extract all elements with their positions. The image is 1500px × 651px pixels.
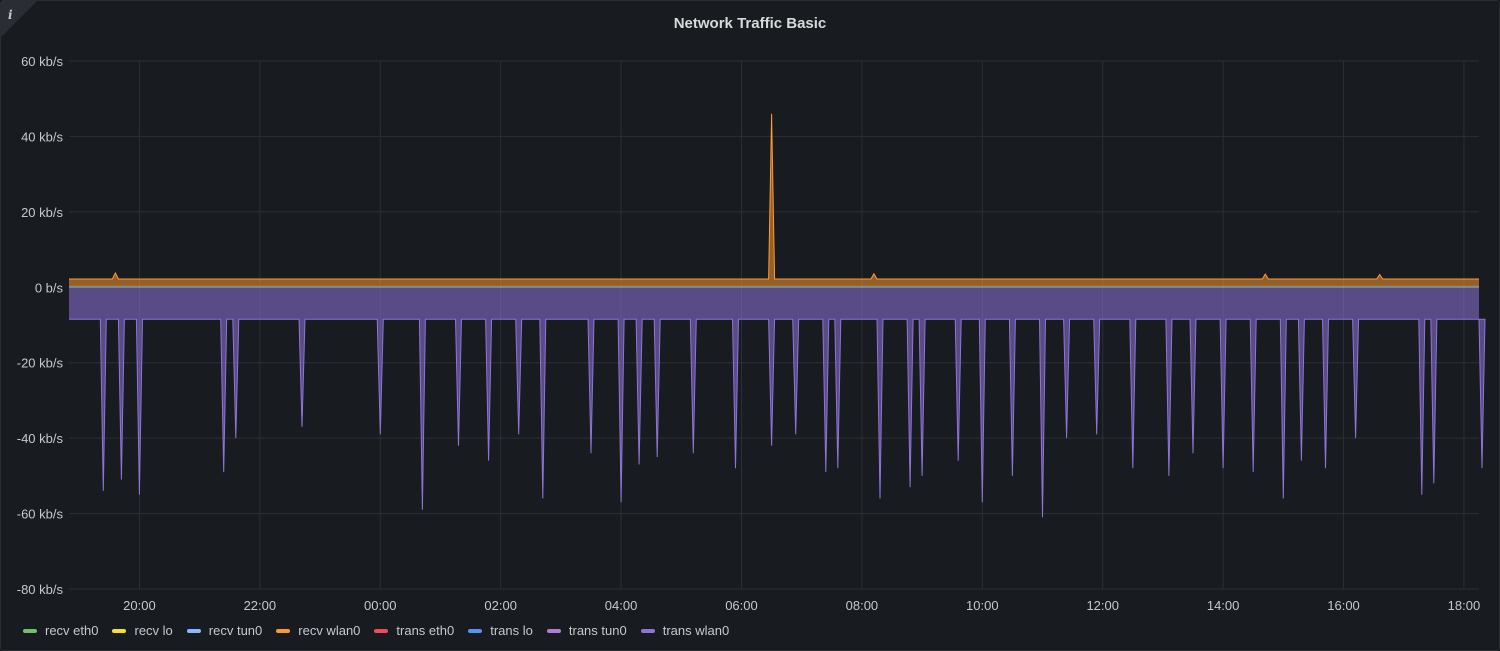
- y-tick-label: 60 kb/s: [21, 54, 63, 69]
- x-tick-label: 16:00: [1327, 598, 1360, 613]
- legend-swatch: [186, 628, 201, 633]
- legend-label: trans lo: [490, 623, 533, 638]
- series-line-trans-wlan0: [69, 318, 1486, 518]
- legend-label: trans wlan0: [662, 623, 730, 638]
- x-tick-label: 14:00: [1207, 598, 1240, 613]
- legend-item-trans-lo[interactable]: trans lo: [468, 623, 533, 638]
- y-tick-label: -80 kb/s: [17, 582, 64, 597]
- legend-item-recv-eth0[interactable]: recv eth0: [23, 623, 98, 638]
- x-tick-label: 08:00: [846, 598, 879, 613]
- series-areas: [69, 113, 1486, 518]
- x-tick-label: 18:00: [1448, 598, 1481, 613]
- legend-label: recv tun0: [208, 623, 263, 638]
- legend-swatch: [546, 628, 561, 633]
- x-tick-label: 02:00: [484, 598, 517, 613]
- x-tick-label: 00:00: [364, 598, 397, 613]
- legend-swatch: [374, 628, 389, 633]
- legend-swatch: [468, 628, 483, 633]
- x-tick-label: 04:00: [605, 598, 638, 613]
- y-tick-label: -40 kb/s: [17, 431, 64, 446]
- x-tick-label: 22:00: [244, 598, 277, 613]
- legend-item-recv-tun0[interactable]: recv tun0: [186, 623, 263, 638]
- y-axis: 60 kb/s 40 kb/s 20 kb/s 0 b/s -20 kb/s -40 kb…: [17, 54, 64, 597]
- x-tick-label: 06:00: [725, 598, 758, 613]
- legend-item-trans-tun0[interactable]: trans tun0: [546, 623, 627, 638]
- y-tick-label: 0 b/s: [35, 280, 64, 295]
- legend-item-recv-lo[interactable]: recv lo: [112, 623, 173, 638]
- legend-item-trans-eth0[interactable]: trans eth0: [374, 623, 454, 638]
- legend-label: recv eth0: [45, 623, 99, 638]
- x-tick-label: 10:00: [966, 598, 999, 613]
- panel-info-corner[interactable]: [1, 1, 37, 37]
- y-tick-label: -60 kb/s: [17, 507, 64, 522]
- y-tick-label: 40 kb/s: [21, 129, 63, 144]
- legend: recv eth0 recv lo recv tun0 recv wlan0 trans…: [23, 623, 729, 638]
- y-tick-label: -20 kb/s: [17, 356, 64, 371]
- y-tick-label: 20 kb/s: [21, 205, 63, 220]
- x-axis: 20:00 22:00 00:00 02:00 04:00 06:00 08:00 10:00…: [123, 598, 1480, 613]
- x-tick-label: 20:00: [123, 598, 156, 613]
- chart-title[interactable]: Network Traffic Basic: [673, 15, 827, 32]
- legend-swatch: [23, 628, 37, 633]
- x-tick-label: 12:00: [1086, 598, 1119, 613]
- series-line-recv-wlan0: [69, 113, 1479, 280]
- legend-label: recv lo: [134, 623, 173, 638]
- legend-swatch: [640, 628, 655, 633]
- legend-swatch: [276, 628, 291, 633]
- legend-item-trans-wlan0[interactable]: trans wlan0: [640, 623, 730, 638]
- legend-item-recv-wlan0[interactable]: recv wlan0: [276, 623, 360, 638]
- series-area-trans-wlan0: [69, 287, 1485, 518]
- legend-label: trans tun0: [568, 623, 627, 638]
- legend-label: recv wlan0: [298, 623, 361, 638]
- legend-swatch: [112, 628, 127, 633]
- info-icon[interactable]: i: [8, 8, 13, 22]
- legend-label: trans eth0: [396, 623, 455, 638]
